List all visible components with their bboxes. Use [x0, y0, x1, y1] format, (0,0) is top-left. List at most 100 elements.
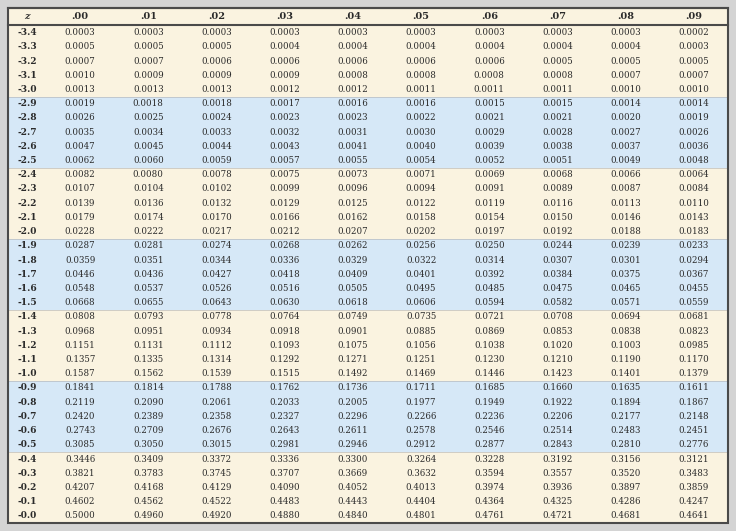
Text: 0.0016: 0.0016 — [338, 99, 368, 108]
Text: 0.0233: 0.0233 — [679, 241, 709, 250]
Text: 0.1788: 0.1788 — [201, 383, 232, 392]
Text: 0.0048: 0.0048 — [679, 156, 710, 165]
Text: 0.0014: 0.0014 — [679, 99, 710, 108]
Text: 0.0735: 0.0735 — [406, 312, 436, 321]
Text: 0.0016: 0.0016 — [406, 99, 436, 108]
Text: 0.0059: 0.0059 — [201, 156, 232, 165]
Text: 0.0027: 0.0027 — [610, 127, 641, 136]
Text: 0.3936: 0.3936 — [542, 483, 573, 492]
Text: 0.3336: 0.3336 — [269, 455, 300, 464]
Text: -1.8: -1.8 — [17, 255, 37, 264]
Text: 0.0329: 0.0329 — [338, 255, 368, 264]
Text: 0.0004: 0.0004 — [406, 42, 436, 52]
Text: 0.0170: 0.0170 — [201, 213, 232, 222]
Text: 0.0136: 0.0136 — [133, 199, 163, 208]
Text: 0.0183: 0.0183 — [679, 227, 710, 236]
Bar — [8, 395, 728, 409]
Text: -3.1: -3.1 — [17, 71, 37, 80]
Text: 0.0082: 0.0082 — [65, 170, 96, 179]
Bar — [8, 111, 728, 125]
Text: 0.3085: 0.3085 — [65, 440, 96, 449]
Text: 0.0838: 0.0838 — [610, 327, 641, 336]
Text: 0.0032: 0.0032 — [269, 127, 300, 136]
Text: 0.3707: 0.3707 — [269, 469, 300, 478]
Text: 0.0008: 0.0008 — [338, 71, 368, 80]
Text: 0.0010: 0.0010 — [610, 85, 641, 94]
Text: -0.2: -0.2 — [18, 483, 37, 492]
Text: 0.0222: 0.0222 — [133, 227, 163, 236]
Text: 0.0537: 0.0537 — [133, 284, 163, 293]
Text: 0.0179: 0.0179 — [65, 213, 96, 222]
Text: 0.3015: 0.3015 — [201, 440, 232, 449]
Text: 0.3264: 0.3264 — [406, 455, 436, 464]
Text: -0.7: -0.7 — [18, 412, 37, 421]
Text: 0.0212: 0.0212 — [269, 227, 300, 236]
Text: 0.0051: 0.0051 — [542, 156, 573, 165]
Text: 0.0011: 0.0011 — [542, 85, 573, 94]
Text: 0.1977: 0.1977 — [406, 398, 436, 407]
Text: 0.0268: 0.0268 — [269, 241, 300, 250]
Text: 0.0007: 0.0007 — [65, 56, 96, 65]
Text: 0.1539: 0.1539 — [202, 369, 232, 378]
Text: 0.3557: 0.3557 — [542, 469, 573, 478]
Text: 0.0793: 0.0793 — [133, 312, 163, 321]
Text: 0.0516: 0.0516 — [269, 284, 300, 293]
Text: 0.0003: 0.0003 — [474, 28, 505, 37]
Text: -0.4: -0.4 — [18, 455, 37, 464]
Text: 0.0294: 0.0294 — [679, 255, 710, 264]
Text: 0.4013: 0.4013 — [406, 483, 436, 492]
Text: 0.2033: 0.2033 — [269, 398, 300, 407]
Text: -2.1: -2.1 — [17, 213, 37, 222]
Text: 0.2514: 0.2514 — [542, 426, 573, 435]
Text: 0.0655: 0.0655 — [133, 298, 163, 307]
Text: 0.0012: 0.0012 — [338, 85, 368, 94]
Text: 0.1190: 0.1190 — [610, 355, 641, 364]
Text: .07: .07 — [549, 12, 566, 21]
Text: 0.0110: 0.0110 — [679, 199, 710, 208]
Text: 0.0749: 0.0749 — [338, 312, 368, 321]
Text: 0.4286: 0.4286 — [610, 497, 641, 506]
Text: 0.0174: 0.0174 — [133, 213, 163, 222]
Text: 0.0005: 0.0005 — [610, 56, 641, 65]
Text: 0.0351: 0.0351 — [133, 255, 163, 264]
Text: 0.4090: 0.4090 — [269, 483, 300, 492]
Text: 0.4641: 0.4641 — [679, 511, 710, 520]
Text: 0.3783: 0.3783 — [133, 469, 163, 478]
Text: 0.0080: 0.0080 — [133, 170, 163, 179]
Text: 0.0392: 0.0392 — [474, 270, 504, 279]
Text: 0.4443: 0.4443 — [338, 497, 368, 506]
Text: 0.1131: 0.1131 — [133, 341, 163, 350]
Text: 0.0087: 0.0087 — [610, 184, 641, 193]
Text: 0.0582: 0.0582 — [542, 298, 573, 307]
Text: 0.1446: 0.1446 — [474, 369, 505, 378]
Text: 0.0012: 0.0012 — [269, 85, 300, 94]
Text: 0.0102: 0.0102 — [201, 184, 232, 193]
Text: 0.0505: 0.0505 — [338, 284, 368, 293]
Text: 0.0681: 0.0681 — [679, 312, 710, 321]
Text: 0.1867: 0.1867 — [679, 398, 710, 407]
Text: 0.2148: 0.2148 — [679, 412, 710, 421]
Text: -0.3: -0.3 — [17, 469, 37, 478]
Text: 0.0013: 0.0013 — [201, 85, 232, 94]
Text: 0.0047: 0.0047 — [65, 142, 96, 151]
Text: 0.0322: 0.0322 — [406, 255, 436, 264]
Text: 0.0853: 0.0853 — [542, 327, 573, 336]
Text: 0.0287: 0.0287 — [65, 241, 96, 250]
Text: 0.0262: 0.0262 — [338, 241, 368, 250]
Text: 0.0004: 0.0004 — [338, 42, 368, 52]
Text: 0.1357: 0.1357 — [65, 355, 95, 364]
Text: 0.0934: 0.0934 — [202, 327, 232, 336]
Text: -1.7: -1.7 — [17, 270, 37, 279]
Text: 0.0630: 0.0630 — [269, 298, 300, 307]
Text: 0.0985: 0.0985 — [679, 341, 710, 350]
Text: 0.4681: 0.4681 — [610, 511, 641, 520]
Text: 0.0023: 0.0023 — [338, 114, 368, 122]
Text: 0.1075: 0.1075 — [338, 341, 368, 350]
Text: 0.0808: 0.0808 — [65, 312, 96, 321]
Text: 0.1611: 0.1611 — [679, 383, 710, 392]
Text: 0.0344: 0.0344 — [202, 255, 232, 264]
Text: 0.3228: 0.3228 — [474, 455, 504, 464]
Text: 0.0122: 0.0122 — [406, 199, 436, 208]
Text: 0.0006: 0.0006 — [474, 56, 505, 65]
Text: 0.2483: 0.2483 — [611, 426, 641, 435]
